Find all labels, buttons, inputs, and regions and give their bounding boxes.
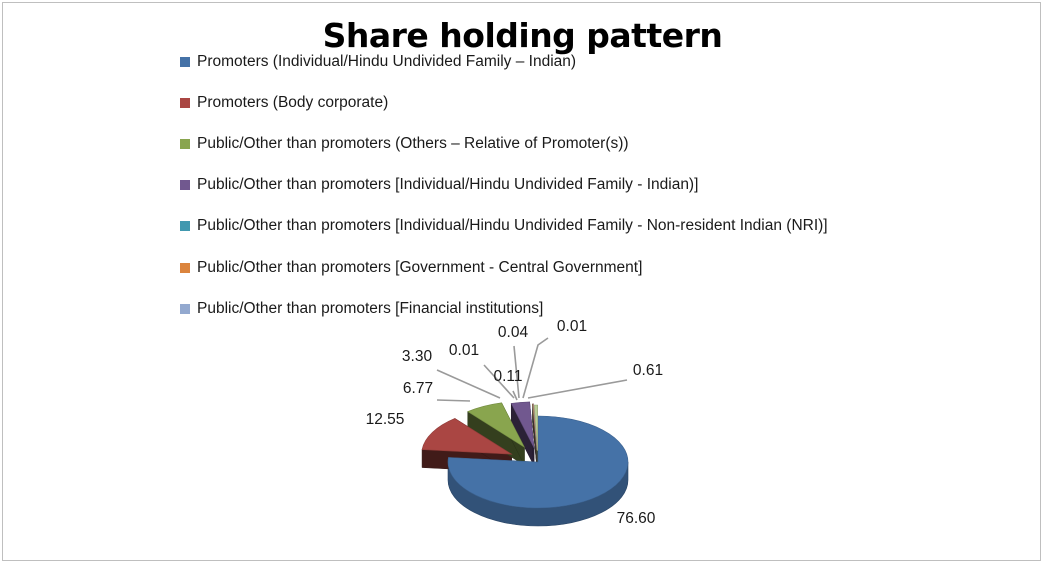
legend-label: Public/Other than promoters [Financial i… xyxy=(197,300,544,317)
data-label: 0.61 xyxy=(633,362,663,379)
legend-label: Promoters (Body corporate) xyxy=(197,94,389,111)
chart-title: Share holding pattern xyxy=(322,16,723,55)
legend-label: Public/Other than promoters [Individual/… xyxy=(197,217,828,234)
legend-swatch xyxy=(180,98,190,108)
legend-item: Public/Other than promoters [Individual/… xyxy=(180,174,900,196)
leader-line xyxy=(512,390,518,401)
legend-swatch xyxy=(180,304,190,314)
data-label: 0.11 xyxy=(493,368,522,385)
legend-swatch xyxy=(180,57,190,67)
data-label: 0.01 xyxy=(449,342,479,359)
data-label: 12.55 xyxy=(366,411,405,428)
leader-line xyxy=(436,369,501,399)
legend-label: Public/Other than promoters (Others – Re… xyxy=(197,135,629,152)
data-label: 76.60 xyxy=(617,510,656,527)
legend-item: Public/Other than promoters (Others – Re… xyxy=(180,133,900,155)
leader-line xyxy=(436,399,471,402)
legend-item: Public/Other than promoters [Individual/… xyxy=(180,215,900,237)
pie-slice xyxy=(447,415,629,509)
legend-swatch xyxy=(180,221,190,231)
data-label: 6.77 xyxy=(403,380,433,397)
pie-slice xyxy=(510,401,535,449)
legend-label: Public/Other than promoters [Government … xyxy=(197,259,643,276)
legend-label: Promoters (Individual/Hindu Undivided Fa… xyxy=(197,53,577,70)
legend-label: Public/Other than promoters [Individual/… xyxy=(197,176,699,193)
legend-item: Promoters (Body corporate) xyxy=(180,92,900,114)
data-label: 3.30 xyxy=(402,348,433,365)
pie-tops xyxy=(421,401,629,509)
leader-line xyxy=(527,379,628,399)
pie-slice xyxy=(533,404,538,452)
leader-line xyxy=(522,337,549,399)
legend-swatch xyxy=(180,180,190,190)
leader-lines xyxy=(436,337,628,402)
legend-item: Public/Other than promoters [Financial i… xyxy=(180,298,900,320)
data-labels: 76.60 12.55 6.77 3.30 0.01 0.11 0.04 0.01 0.61 xyxy=(366,318,663,527)
pie-slice xyxy=(533,403,538,450)
pie-slice xyxy=(421,418,513,455)
data-label: 0.04 xyxy=(498,324,529,341)
legend-swatch xyxy=(180,139,190,149)
data-label: 0.01 xyxy=(557,318,587,335)
legend-item: Promoters (Individual/Hindu Undivided Fa… xyxy=(180,51,900,73)
legend-item: Public/Other than promoters [Government … xyxy=(180,257,900,279)
leader-line xyxy=(513,345,520,399)
pie-slice xyxy=(467,402,526,449)
leader-line xyxy=(483,364,515,399)
legend-swatch xyxy=(180,263,190,273)
